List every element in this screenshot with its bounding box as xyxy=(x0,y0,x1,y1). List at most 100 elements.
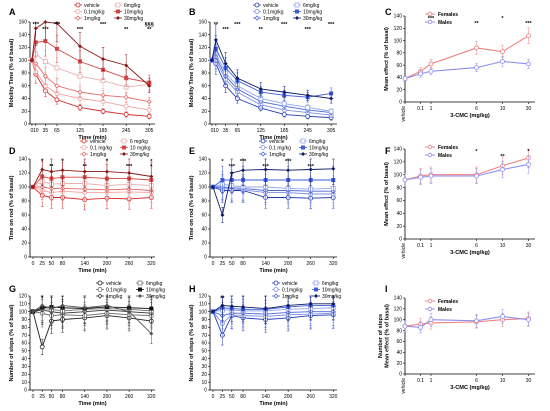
data-point xyxy=(149,331,154,336)
series-line xyxy=(404,318,529,327)
significance-marker: *** xyxy=(33,22,40,28)
y-tick-label: 70 xyxy=(201,333,207,339)
legend-label: 0.1mg/kg xyxy=(84,9,105,15)
data-point xyxy=(211,185,216,189)
series-line xyxy=(32,311,152,349)
x-tick-label: 0.1 xyxy=(417,243,424,249)
axes xyxy=(404,149,535,240)
data-point xyxy=(305,93,310,98)
series-30mg-kg xyxy=(211,295,336,324)
legend-marker xyxy=(314,287,318,292)
series-30mg-kg xyxy=(30,158,154,192)
y-tick-label: 60 xyxy=(201,213,207,219)
data-point xyxy=(418,324,424,330)
x-tick-label: 10 xyxy=(500,106,506,112)
y-tick-label: 40 xyxy=(396,211,402,217)
legend-marker xyxy=(260,151,266,157)
x-tick-label: 260 xyxy=(307,394,316,400)
panel-label: G xyxy=(9,284,16,294)
y-tick-label: 20 xyxy=(201,109,207,115)
x-tick-label: 0 xyxy=(212,261,215,267)
significance-marker: * xyxy=(150,164,153,170)
data-point xyxy=(258,86,263,91)
significance-marker: *** xyxy=(525,21,532,27)
legend-label: vehicle xyxy=(269,139,285,145)
data-point xyxy=(40,303,45,308)
data-point xyxy=(500,167,505,172)
data-point xyxy=(42,73,48,79)
data-point xyxy=(418,174,424,180)
y-tick-label: 100 xyxy=(394,172,403,178)
series-line xyxy=(32,304,152,334)
y-tick-label: 100 xyxy=(394,38,403,44)
significance-marker: ** xyxy=(83,164,88,170)
series-30mg-kg xyxy=(209,24,334,104)
x-tick-label: 30 xyxy=(526,243,532,249)
legend-marker xyxy=(427,152,433,158)
y-axis-label: Number of steps (% of basal) xyxy=(9,304,15,381)
panel-label: A xyxy=(9,7,16,17)
y-tick-label: 90 xyxy=(201,317,207,323)
legend-label: 1mg/kg xyxy=(106,294,123,300)
x-tick-label: 0 xyxy=(32,261,35,267)
legend-marker xyxy=(314,294,318,298)
x-tick-label: vehicle xyxy=(401,243,407,259)
legend-marker xyxy=(75,2,81,8)
data-point xyxy=(263,306,268,311)
y-tick-label: 0 xyxy=(399,237,402,243)
x-tick-label: 140 xyxy=(261,394,270,400)
y-tick-label: 60 xyxy=(21,83,27,89)
series-10mg-kg xyxy=(29,25,152,91)
x-tick-label: 140 xyxy=(81,261,90,267)
significance-marker: * xyxy=(475,149,478,155)
series-line xyxy=(404,163,529,181)
legend-label: 6 mg/kg xyxy=(130,139,148,145)
panel-i: I 0 20 40 60 80 100 120 140 vehicle 0.1 1 6 10 30 3-CMC… xyxy=(378,284,535,394)
x-tick-label: 25 xyxy=(39,394,45,400)
y-tick-label: 0 xyxy=(204,255,207,261)
legend-label: 6mg/kg xyxy=(309,139,326,145)
data-point xyxy=(474,65,479,70)
x-tick-label: vehicle xyxy=(401,106,407,122)
significance-marker: * xyxy=(41,159,44,165)
data-point xyxy=(235,76,240,81)
legend-label: Males xyxy=(438,307,452,313)
data-point xyxy=(146,99,152,105)
significance-marker: * xyxy=(221,159,224,165)
data-point xyxy=(308,301,313,306)
legend-marker xyxy=(116,16,120,20)
y-tick-label: 60 xyxy=(201,341,207,347)
x-tick-label: 305 xyxy=(145,128,154,134)
legend-marker xyxy=(116,9,120,14)
x-tick-label: 50 xyxy=(49,394,55,400)
legend-label: vehicle xyxy=(90,139,106,145)
data-point xyxy=(149,306,154,311)
data-point xyxy=(49,306,54,311)
data-point xyxy=(60,303,65,308)
legend-label: 0.1mg/kg xyxy=(106,287,127,293)
x-tick-label: 140 xyxy=(81,394,90,400)
legend: Females Males xyxy=(425,11,458,26)
data-point xyxy=(263,167,268,172)
legend-marker xyxy=(97,280,103,286)
data-point xyxy=(82,305,87,310)
series-0-1mg-kg xyxy=(30,299,154,330)
legend-label: 30mg/kg xyxy=(322,294,341,300)
y-tick-label: 40 xyxy=(21,96,27,102)
legend-marker xyxy=(260,145,266,150)
legend-label: 30mg/kg xyxy=(303,16,322,22)
data-point xyxy=(229,304,234,309)
x-tick-label: 80 xyxy=(60,261,66,267)
y-tick-label: 60 xyxy=(201,83,207,89)
legend-marker xyxy=(121,138,127,144)
data-point xyxy=(78,59,82,64)
legend-marker xyxy=(301,152,305,156)
panel-label: D xyxy=(9,146,16,156)
significance-marker: * xyxy=(527,149,530,155)
x-tick-label: 200 xyxy=(284,261,293,267)
significance-marker: ** xyxy=(500,154,505,160)
y-tick-label: 20 xyxy=(21,109,27,115)
